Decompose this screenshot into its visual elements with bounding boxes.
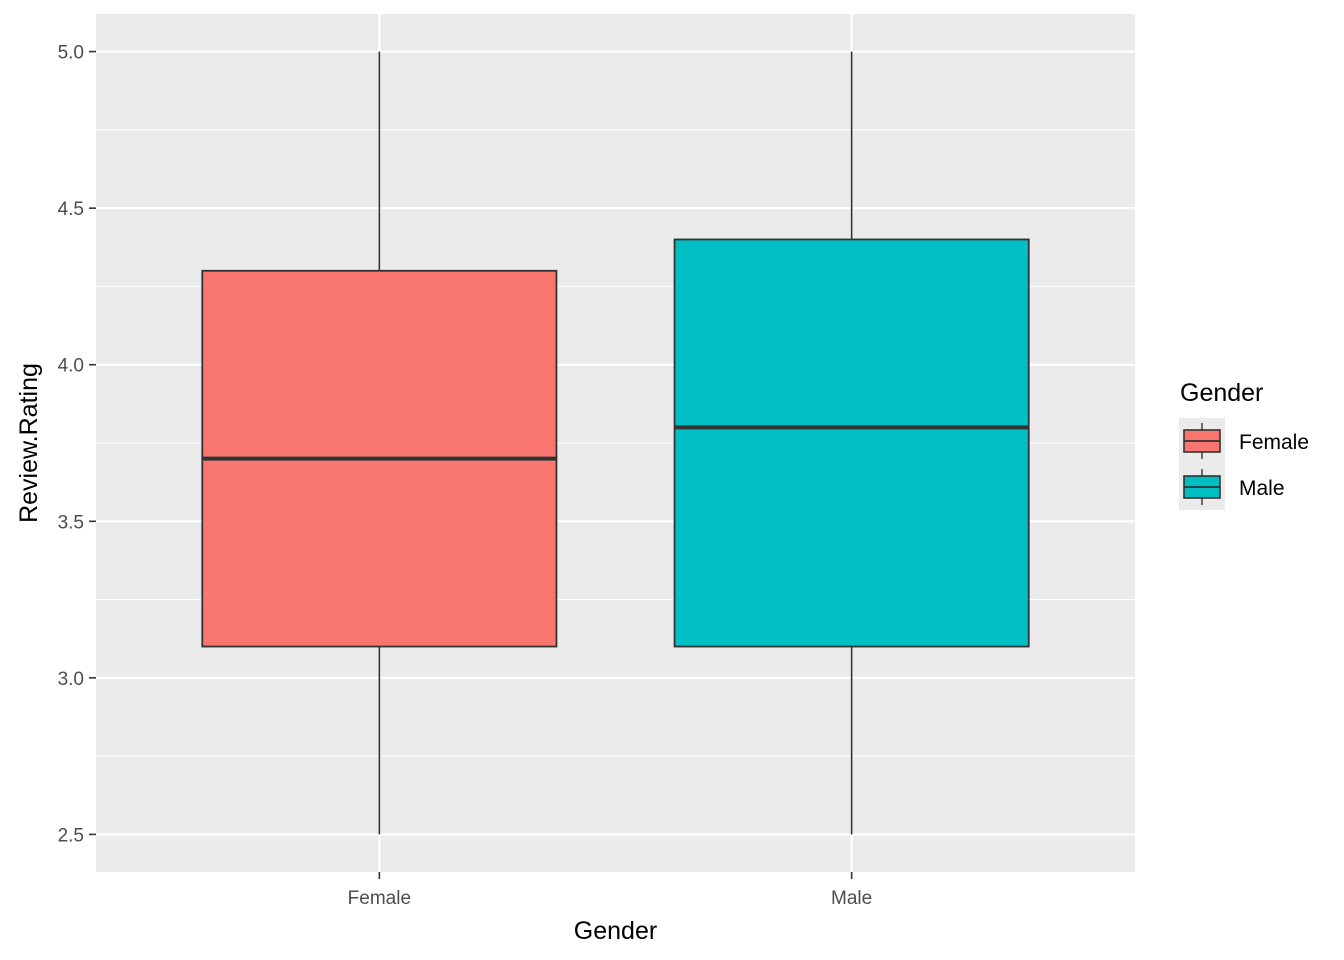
legend-title: Gender	[1180, 379, 1263, 407]
box-female	[201, 51, 558, 835]
legend-label: Male	[1239, 477, 1285, 500]
legend-label: Female	[1239, 431, 1309, 454]
y-tick-label: 4.0	[58, 356, 84, 377]
x-tick-label: Male	[831, 888, 872, 909]
legend-key-male	[1179, 464, 1225, 510]
x-axis: Female Male	[348, 872, 872, 909]
y-tick-label: 5.0	[58, 43, 84, 64]
y-tick-label: 3.0	[58, 669, 84, 690]
box-body	[673, 238, 1030, 648]
y-tick-label: 3.5	[58, 512, 84, 533]
x-axis-title: Gender	[574, 917, 657, 945]
y-axis: 2.5 3.0 3.5 4.0 4.5 5.0	[58, 43, 96, 846]
legend: Gender Female Male	[1160, 370, 1335, 520]
legend-key-female	[1179, 418, 1225, 464]
box-series	[201, 51, 1030, 835]
x-tick-label: Female	[348, 888, 411, 909]
legend-items: Female Male	[1179, 418, 1309, 510]
y-tick-label: 4.5	[58, 199, 84, 220]
y-tick-label: 2.5	[58, 825, 84, 846]
y-axis-title: Review.Rating	[15, 363, 43, 523]
box-male	[673, 51, 1030, 835]
